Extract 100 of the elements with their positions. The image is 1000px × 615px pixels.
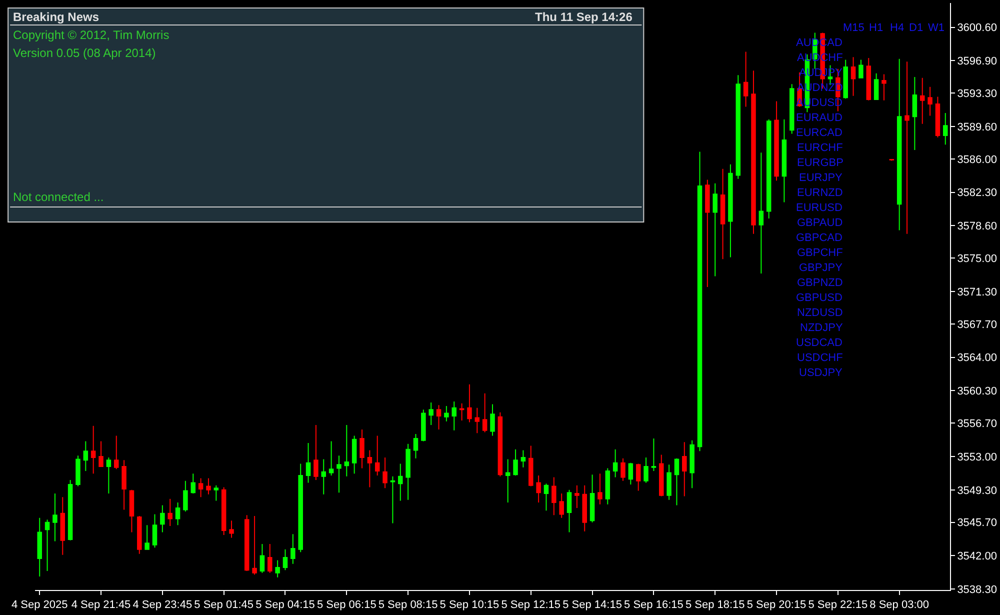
candlestick <box>482 392 488 433</box>
x-tick-label: 5 Sep 10:15 <box>440 599 500 612</box>
candlestick <box>935 96 940 138</box>
candlestick <box>920 77 925 124</box>
annotation: EURCHF <box>797 142 844 154</box>
annotation: EURUSD <box>796 202 843 214</box>
candlestick <box>260 544 265 574</box>
annotation: GBPCAD <box>796 232 843 244</box>
y-tick-label: 3560.30 <box>957 386 997 398</box>
candlestick <box>428 402 434 426</box>
candlestick <box>352 435 357 474</box>
candlestick <box>552 476 556 516</box>
candlestick <box>436 404 442 430</box>
annotation: GBPNZD <box>797 277 843 289</box>
candlestick <box>528 445 534 487</box>
x-tick-label: 5 Sep 01:45 <box>194 599 254 612</box>
candlestick <box>743 51 748 108</box>
y-tick-label: 3586.00 <box>957 154 997 166</box>
candlestick <box>628 462 634 485</box>
annotation: Version 0.05 (08 Apr 2014) <box>13 46 156 60</box>
annotation: EURAUD <box>796 112 843 124</box>
candlestick <box>122 460 126 510</box>
candlestick <box>367 450 372 488</box>
candlestick <box>106 456 112 494</box>
candlestick <box>314 424 318 480</box>
candlestick <box>928 86 932 116</box>
candlestick <box>44 519 50 572</box>
candlestick <box>98 440 104 467</box>
candlestick <box>390 476 396 524</box>
candlestick <box>160 504 165 533</box>
candlestick <box>843 59 848 100</box>
candlestick <box>882 74 886 101</box>
candlestick <box>406 443 410 500</box>
candlestick <box>398 463 403 502</box>
annotation: EURCAD <box>796 127 843 139</box>
candlestick <box>175 502 180 526</box>
x-tick-label: 5 Sep 06:15 <box>316 599 376 612</box>
candlestick <box>705 179 710 288</box>
y-tick-label: 3567.70 <box>957 318 997 331</box>
annotation: USDCHF <box>797 352 844 364</box>
candlestick <box>490 404 495 436</box>
annotation: GBPAUD <box>797 217 843 229</box>
candlestick <box>168 498 172 526</box>
candlestick <box>268 544 272 574</box>
candlestick <box>52 493 58 542</box>
candlestick <box>344 424 350 477</box>
candlestick <box>850 56 856 96</box>
x-tick-label: 5 Sep 22:15 <box>808 599 868 612</box>
candlestick <box>636 463 641 492</box>
annotation: GBPJPY <box>799 262 844 274</box>
annotation: EURJPY <box>799 172 844 184</box>
candlestick <box>198 478 204 498</box>
candlestick <box>498 412 503 477</box>
candlestick <box>751 70 756 234</box>
candlestick <box>244 514 250 572</box>
annotation: GBPCHF <box>797 247 844 259</box>
candlestick <box>736 74 741 180</box>
annotation: EURNZD <box>797 187 843 199</box>
candlestick <box>612 448 618 478</box>
candlestick <box>590 474 595 523</box>
candlestick <box>659 454 664 497</box>
annotation: NZDJPY <box>800 322 844 334</box>
y-tick-label: 3556.70 <box>957 418 997 430</box>
y-tick-label: 3545.70 <box>957 517 997 530</box>
y-tick-label: 3549.30 <box>957 484 997 497</box>
y-tick-label: 3575.00 <box>957 253 997 266</box>
candlestick <box>183 480 188 512</box>
candlestick <box>290 534 296 564</box>
candlestick <box>505 458 510 504</box>
annotation: D1 <box>909 22 924 34</box>
annotation: NZDUSD <box>797 307 843 319</box>
candlestick <box>137 516 142 554</box>
candlestick <box>129 489 134 533</box>
y-tick-label: 3564.00 <box>957 352 997 364</box>
candlestick <box>782 118 787 203</box>
text: Thu 11 Sep 14:26 <box>535 10 633 24</box>
candlestick <box>674 458 680 506</box>
y-tick-label: 3538.30 <box>957 584 997 596</box>
candlestick <box>866 58 872 101</box>
candlestick <box>720 168 726 260</box>
candlestick <box>789 84 794 134</box>
x-tick-label: 5 Sep 04:15 <box>256 599 315 612</box>
x-tick-label: 5 Sep 14:15 <box>562 599 622 612</box>
candlestick <box>114 435 119 470</box>
candlestick <box>382 456 388 489</box>
candlestick <box>459 402 464 421</box>
candlestick <box>943 112 948 146</box>
candlestick <box>682 442 687 497</box>
candlestick <box>152 514 158 548</box>
candlestick <box>728 164 733 258</box>
text: Breaking News <box>13 10 100 24</box>
candlestick <box>68 479 73 541</box>
candlestick <box>190 473 196 494</box>
candlestick <box>912 76 918 150</box>
annotation: USDJPY <box>799 367 844 379</box>
y-tick-label: 3571.30 <box>957 286 997 298</box>
candlestick <box>620 458 626 482</box>
y-tick-label: 3596.90 <box>957 56 997 68</box>
candlestick <box>566 489 572 533</box>
candlestick <box>321 458 326 495</box>
